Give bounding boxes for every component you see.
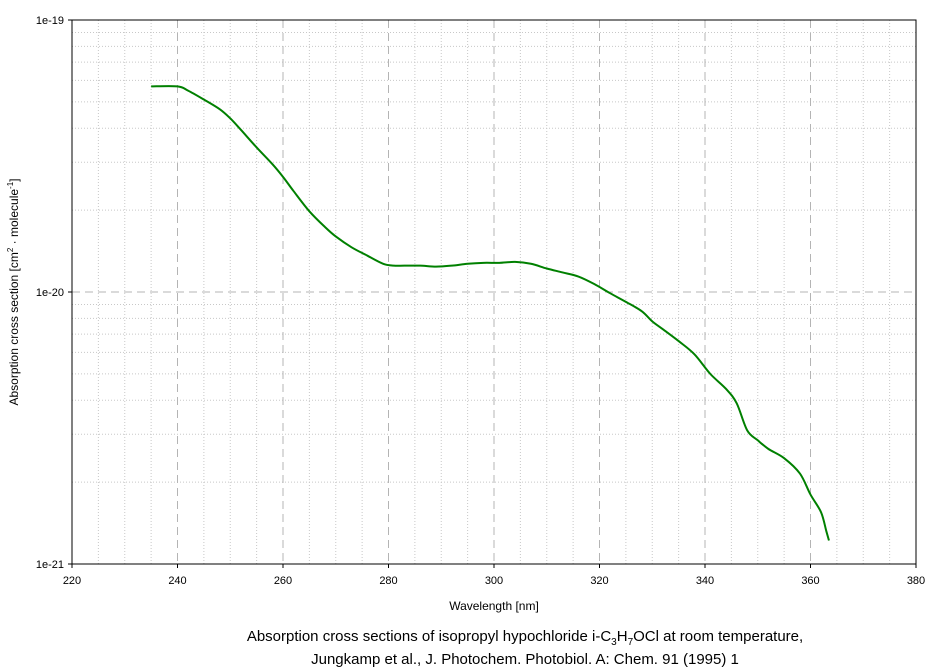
x-tick-label: 280 [379, 575, 397, 587]
x-tick-label: 320 [590, 575, 608, 587]
chart: 220 240 260 280 300 320 340 360 380 1e-191e-201e… [6, 15, 925, 613]
x-axis-ticks: 220 240 260 280 300 320 340 360 380 [63, 564, 925, 587]
x-tick-label: 360 [801, 575, 819, 587]
y-axis-title: Absorption cross section [cm2 · molecule… [6, 178, 21, 405]
caption-text: Absorption cross sections of isopropyl h… [246, 628, 612, 645]
x-tick-label: 380 [907, 575, 925, 587]
x-tick-label: 240 [168, 575, 186, 587]
y-axis-title-part: Absorption cross section [cm [7, 252, 21, 405]
y-axis-title-part: ] [7, 178, 21, 181]
y-axis-title-part: · molecule [7, 189, 21, 248]
minor-grid [72, 20, 916, 564]
caption-text: H [616, 628, 628, 645]
major-grid [72, 20, 916, 564]
y-tick-label: 1e-20 [36, 287, 64, 299]
y-tick-label: 1e-21 [36, 559, 64, 571]
x-tick-label: 340 [696, 575, 714, 587]
y-tick-label: 1e-19 [36, 15, 64, 27]
y-axis-ticks: 1e-19 1e-20 1e-21 [36, 15, 72, 571]
y-axis-title-sup: 2 [6, 247, 15, 252]
y-axis-title-sup: -1 [6, 181, 15, 189]
caption-subscript: 3 [611, 637, 617, 648]
caption-line-1: Absorption cross sections of isopropyl h… [0, 628, 940, 648]
x-axis-title: Wavelength [nm] [449, 599, 539, 613]
caption-line-2: Jungkamp et al., J. Photochem. Photobiol… [311, 651, 739, 668]
x-tick-label: 260 [274, 575, 292, 587]
caption-text: OCl at room temperature, [633, 628, 804, 645]
caption-subscript: 7 [627, 637, 634, 648]
x-tick-label: 220 [63, 575, 81, 587]
series-line [151, 85, 830, 541]
x-tick-label: 300 [485, 575, 503, 587]
